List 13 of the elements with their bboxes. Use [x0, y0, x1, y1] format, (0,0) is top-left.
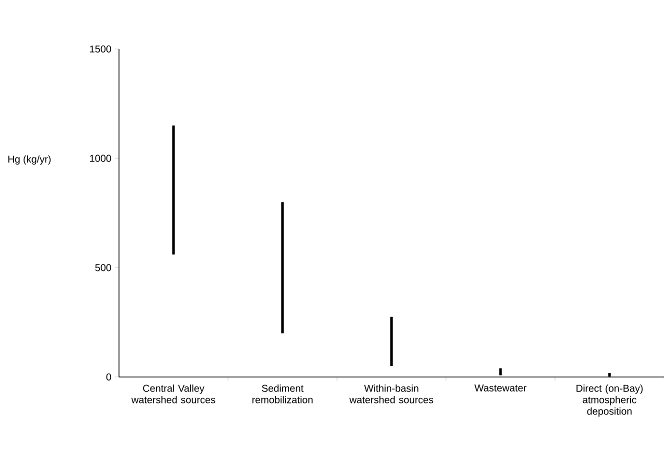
x-tick-label: Sediment remobilization	[252, 384, 313, 404]
bar	[172, 126, 175, 255]
y-tick-label: 500	[95, 264, 112, 272]
bar	[390, 316, 393, 366]
y-tick-label: 1500	[90, 45, 112, 53]
y-axis-title: Hg (kg/yr)	[8, 155, 51, 165]
x-tick-label: Direct (on-Bay) atmospheric deposition	[576, 384, 643, 417]
bar	[281, 202, 284, 334]
x-tick-label: Wastewater	[474, 384, 526, 392]
y-tick-label: 1000	[90, 154, 112, 162]
x-tick-label: Within-basin watershed sources	[349, 384, 434, 404]
x-tick-label: Central Valley watershed sources	[131, 384, 216, 404]
y-tick-label: 0	[106, 373, 112, 381]
